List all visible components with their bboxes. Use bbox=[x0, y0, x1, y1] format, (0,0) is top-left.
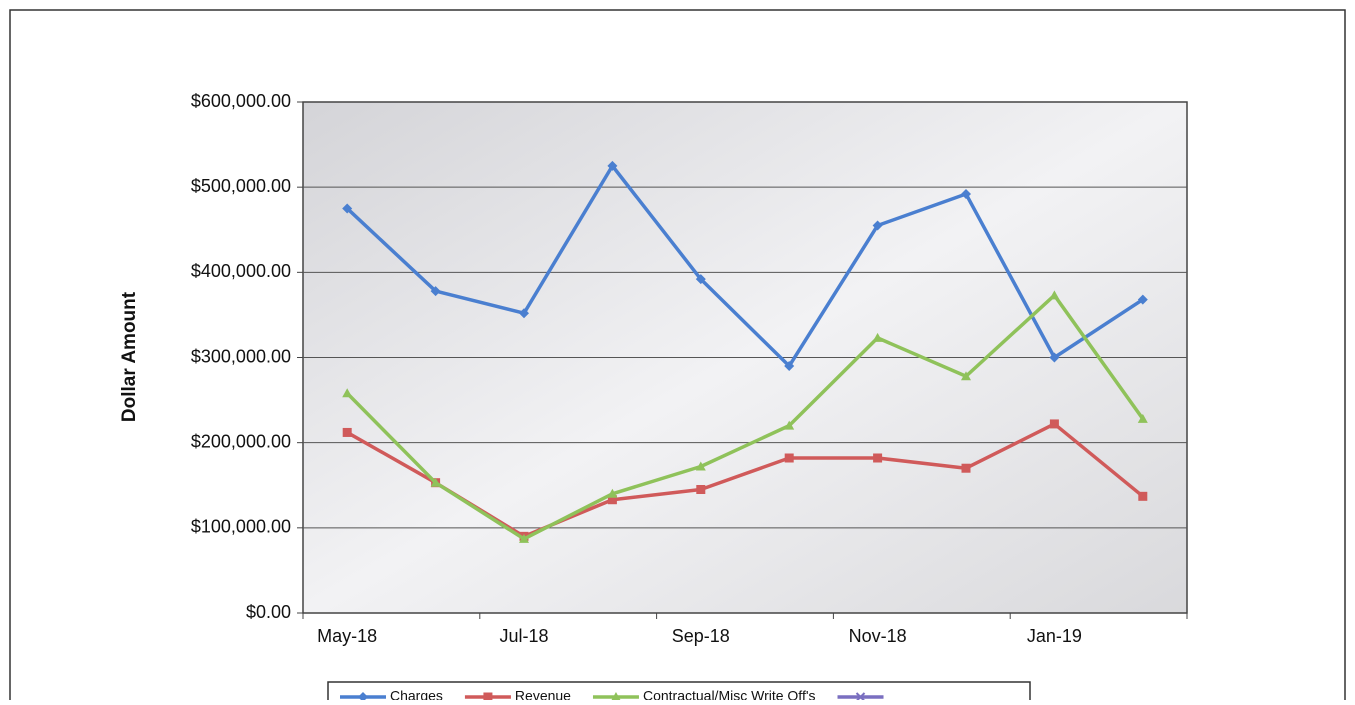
marker bbox=[1137, 294, 1148, 305]
marker bbox=[696, 485, 706, 495]
marker bbox=[1137, 413, 1148, 423]
frame bbox=[9, 9, 1346, 705]
marker bbox=[607, 495, 617, 505]
marker bbox=[519, 533, 529, 543]
marker bbox=[430, 286, 441, 297]
marker bbox=[961, 188, 971, 199]
marker bbox=[342, 388, 353, 398]
x-tick-label: Sep-18 bbox=[672, 626, 730, 646]
marker bbox=[607, 488, 618, 498]
series-line bbox=[346, 164, 1144, 368]
marker bbox=[342, 203, 353, 214]
marker bbox=[607, 160, 618, 171]
marker bbox=[784, 453, 794, 463]
marker bbox=[1049, 419, 1059, 429]
y-tick-label: $300,000.00 bbox=[191, 346, 291, 366]
marker bbox=[1049, 352, 1060, 363]
marker bbox=[342, 427, 352, 437]
marker bbox=[872, 332, 883, 342]
marker bbox=[1049, 290, 1060, 300]
series-line bbox=[345, 293, 1145, 541]
legend-label: Revenue bbox=[515, 688, 571, 700]
marker bbox=[961, 371, 971, 381]
x-tick-label: Jul-18 bbox=[499, 626, 548, 646]
y-axis-label: Dollar Amount bbox=[119, 291, 140, 422]
y-tick-label: $400,000.00 bbox=[191, 261, 291, 281]
y-tick-label: $500,000.00 bbox=[191, 176, 291, 196]
marker bbox=[483, 692, 493, 702]
marker bbox=[695, 461, 706, 471]
legend-box bbox=[327, 681, 1031, 705]
x-tick-label: Jan-19 bbox=[1027, 626, 1082, 646]
marker bbox=[695, 274, 706, 285]
marker bbox=[610, 692, 621, 701]
marker bbox=[519, 308, 529, 319]
marker bbox=[784, 420, 795, 430]
x-tick-label: Nov-18 bbox=[849, 626, 907, 646]
marker bbox=[873, 453, 883, 463]
y-tick-label: $100,000.00 bbox=[191, 517, 291, 537]
marker bbox=[1138, 491, 1148, 501]
x-tick-label: May-18 bbox=[317, 626, 377, 646]
y-tick-label: $600,000.00 bbox=[191, 91, 291, 111]
legend: Charges Revenue Contractual/Misc Write Off… bbox=[327, 681, 1031, 705]
y-tick-label: $200,000.00 bbox=[191, 431, 291, 451]
legend-label: Contractual/Misc Write Off's bbox=[643, 688, 816, 700]
marker bbox=[430, 477, 441, 487]
marker bbox=[961, 463, 971, 473]
y-tick-label: $0.00 bbox=[246, 602, 291, 622]
legend-label: Charges bbox=[390, 688, 443, 700]
marker bbox=[784, 361, 795, 372]
marker bbox=[872, 220, 883, 231]
